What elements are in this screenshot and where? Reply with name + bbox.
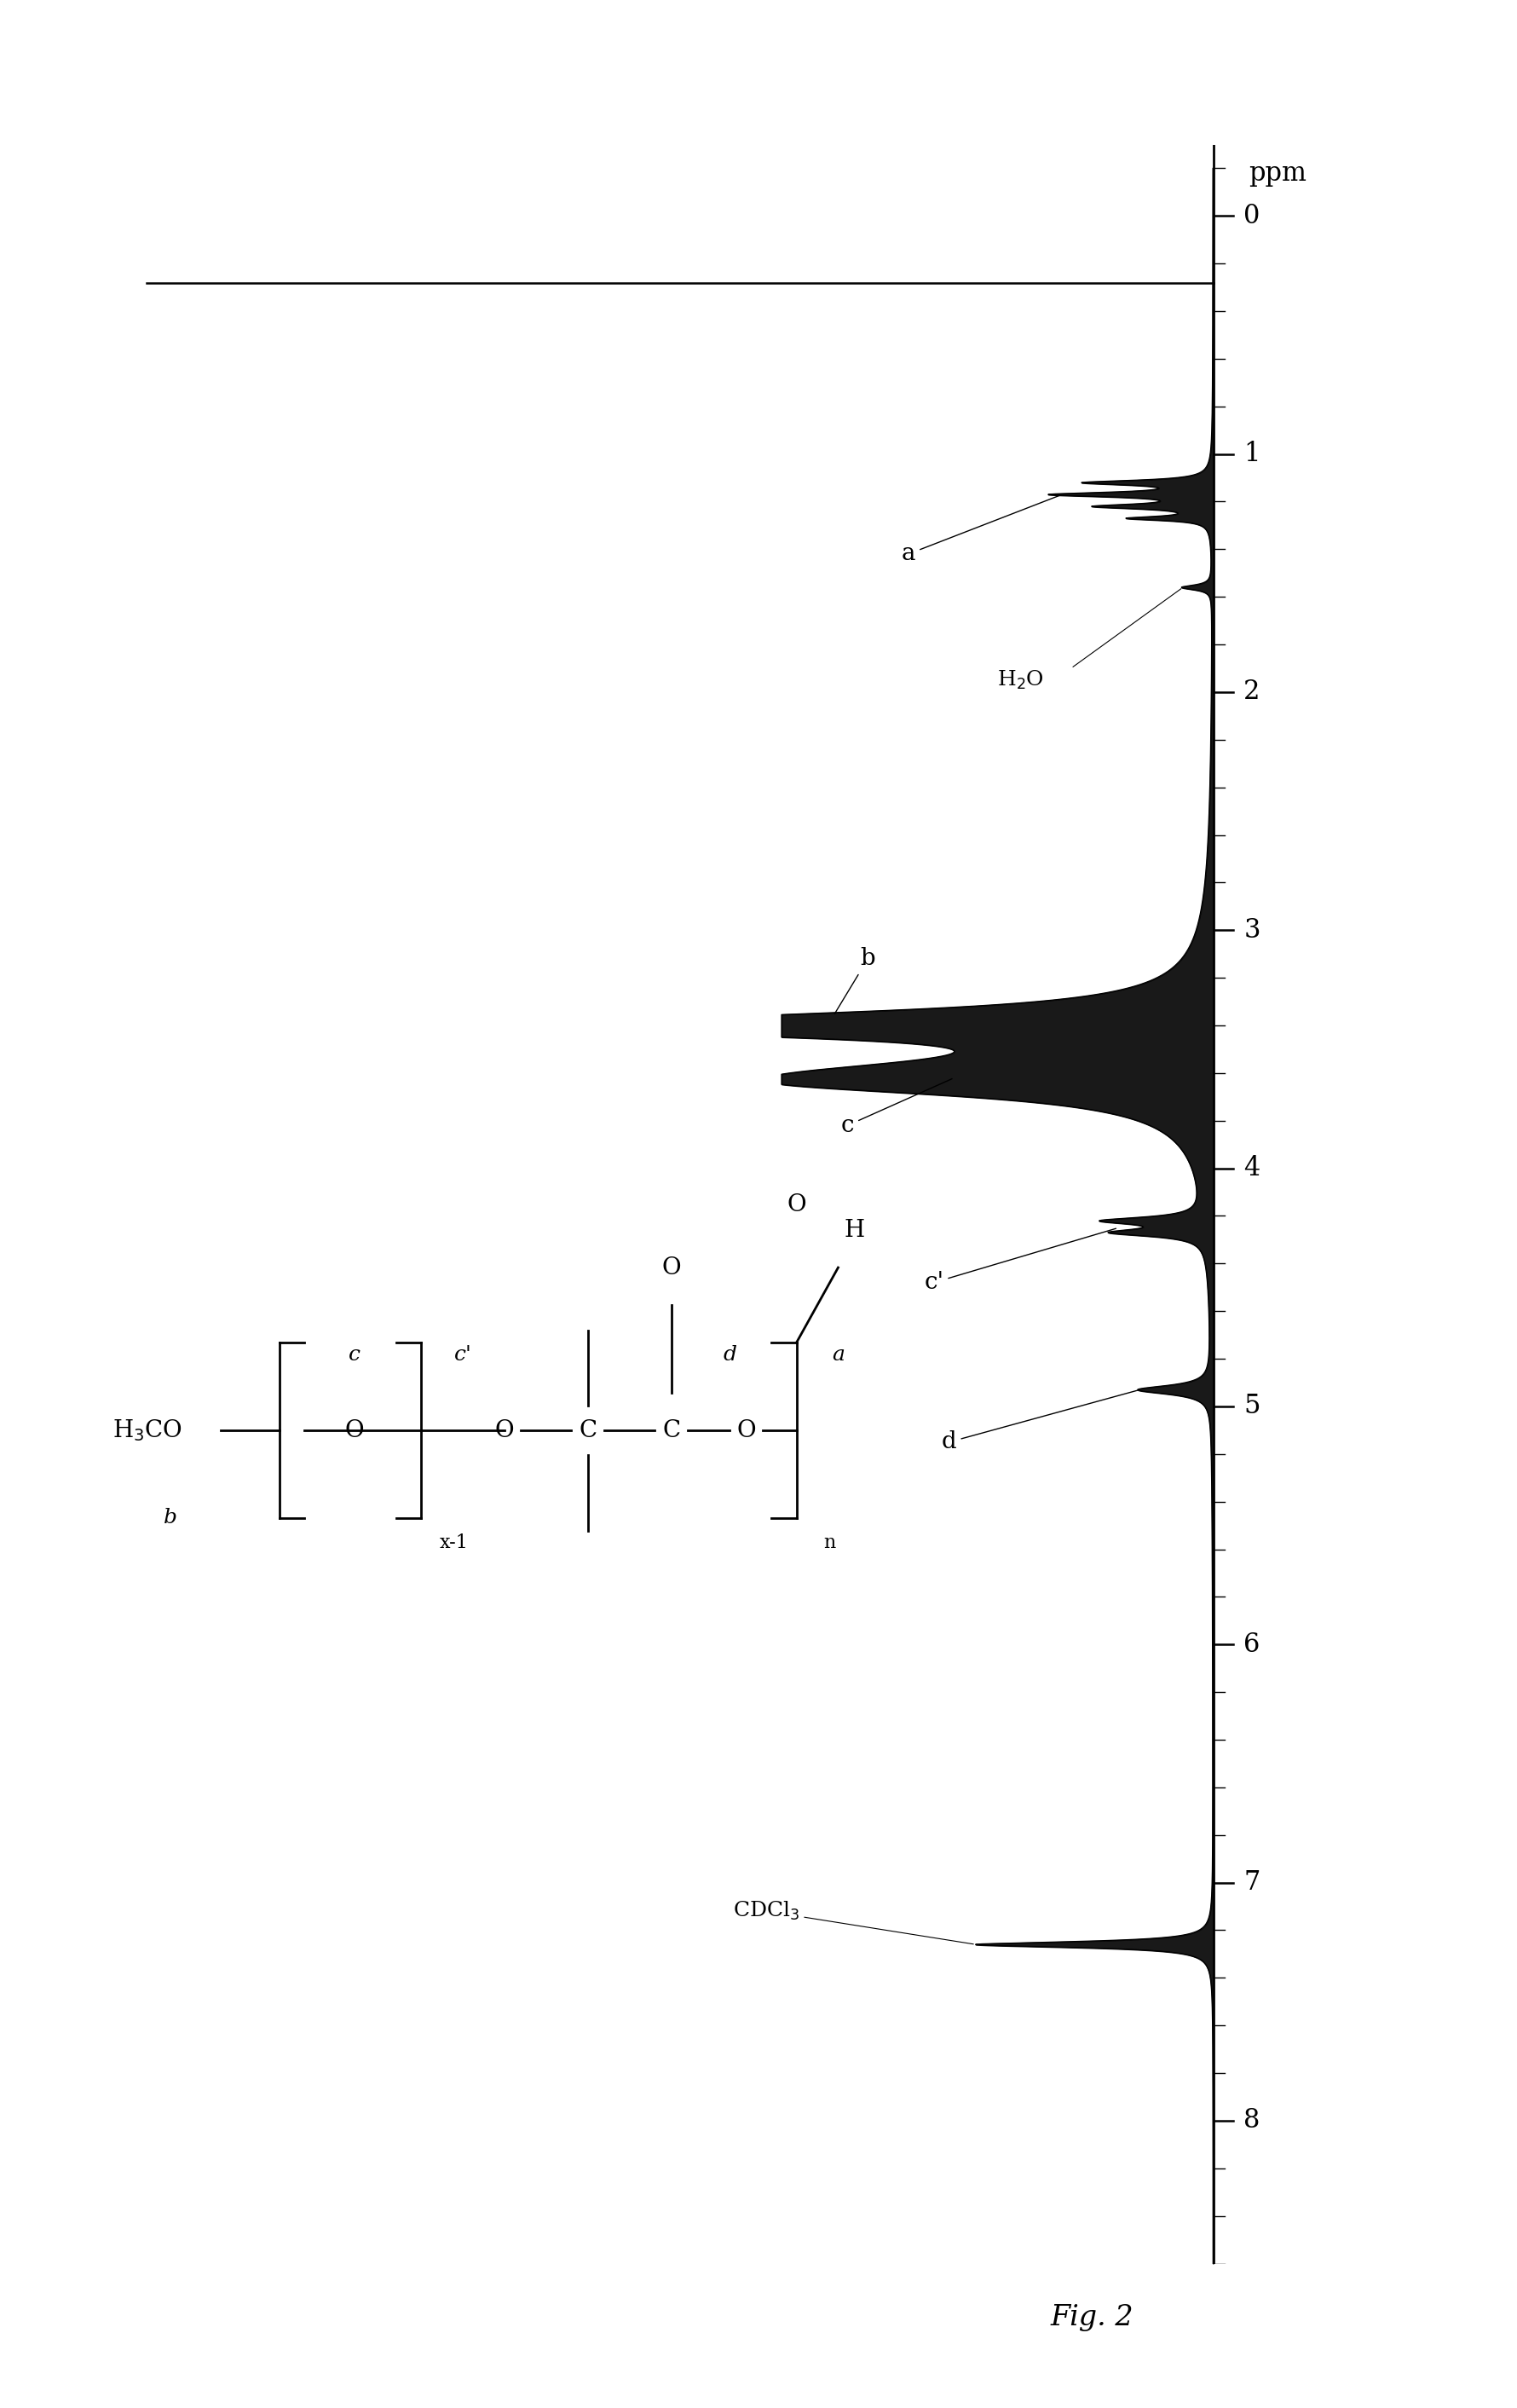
Text: O: O bbox=[661, 1257, 681, 1279]
Text: b: b bbox=[834, 946, 875, 1014]
Text: H: H bbox=[845, 1218, 865, 1243]
Text: H$_3$CO: H$_3$CO bbox=[112, 1418, 182, 1442]
Text: CDCl$_3$: CDCl$_3$ bbox=[733, 1900, 974, 1943]
Text: Fig. 2: Fig. 2 bbox=[1051, 2304, 1133, 2331]
Text: c: c bbox=[840, 1079, 953, 1137]
Text: C: C bbox=[579, 1418, 596, 1442]
Text: a: a bbox=[831, 1346, 845, 1365]
Text: c: c bbox=[349, 1346, 360, 1365]
Text: 5: 5 bbox=[1244, 1394, 1261, 1421]
Text: H$_2$O: H$_2$O bbox=[997, 669, 1044, 691]
Text: 8: 8 bbox=[1244, 2107, 1261, 2133]
Text: d: d bbox=[724, 1346, 736, 1365]
Text: 0: 0 bbox=[1244, 202, 1261, 229]
Text: O: O bbox=[344, 1418, 364, 1442]
Text: c': c' bbox=[924, 1228, 1117, 1293]
Text: 7: 7 bbox=[1244, 1869, 1261, 1895]
Text: O: O bbox=[787, 1194, 806, 1216]
Text: 3: 3 bbox=[1244, 917, 1261, 944]
Text: ppm: ppm bbox=[1248, 159, 1306, 185]
Text: 6: 6 bbox=[1244, 1630, 1261, 1657]
Text: O: O bbox=[737, 1418, 755, 1442]
Text: d: d bbox=[942, 1389, 1138, 1454]
Text: n: n bbox=[824, 1534, 836, 1553]
Text: 1: 1 bbox=[1244, 441, 1261, 467]
Text: O: O bbox=[495, 1418, 514, 1442]
Text: 4: 4 bbox=[1244, 1156, 1261, 1182]
Text: b: b bbox=[164, 1507, 177, 1527]
Text: c': c' bbox=[454, 1346, 472, 1365]
Text: C: C bbox=[663, 1418, 680, 1442]
Text: x-1: x-1 bbox=[440, 1534, 469, 1553]
Text: a: a bbox=[901, 496, 1060, 566]
Text: 2: 2 bbox=[1244, 679, 1261, 706]
